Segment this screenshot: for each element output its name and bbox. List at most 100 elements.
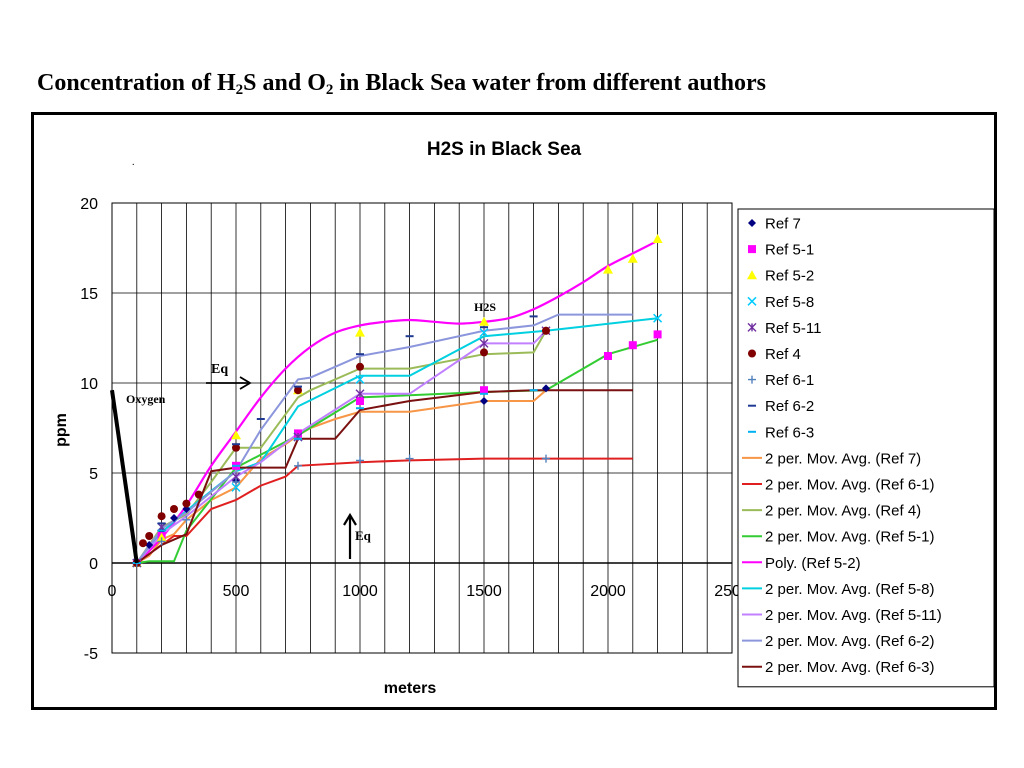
legend-label: 2 per. Mov. Avg. (Ref 5-1) [765, 529, 935, 546]
legend-label: Poly. (Ref 5-2) [765, 555, 861, 572]
data-point [355, 327, 365, 337]
legend-symbol [748, 349, 756, 358]
data-point [479, 316, 489, 326]
legend-item-2-per-mov-avg-ref-5-11: 2 per. Mov. Avg. (Ref 5-11) [742, 607, 942, 624]
legend-item-ref-6-3: Ref 6-3 [748, 424, 814, 441]
legend-item-ref-6-2: Ref 6-2 [748, 398, 814, 415]
legend-item-2-per-mov-avg-ref-7: 2 per. Mov. Avg. (Ref 7) [742, 450, 921, 467]
data-point [355, 374, 365, 384]
legend-label: 2 per. Mov. Avg. (Ref 5-11) [765, 607, 942, 624]
legend-item-ref-4: Ref 4 [748, 346, 801, 363]
data-point [156, 532, 167, 542]
legend-item-2-per-mov-avg-ref-6-2: 2 per. Mov. Avg. (Ref 6-2) [742, 633, 935, 650]
data-point [231, 430, 241, 440]
x-tick-label: 1000 [342, 583, 378, 600]
legend-label: Ref 5-1 [765, 242, 814, 259]
legend-symbol [747, 270, 757, 280]
data-point [145, 532, 154, 540]
title-subscript-o2: 2 [325, 82, 334, 98]
series-2-per-mov-avg-ref-5-11 [136, 330, 547, 564]
slide-title: Concentration of H2S and O2 in Black Sea… [37, 70, 997, 99]
chart-title: H2S in Black Sea [427, 139, 582, 160]
legend-item-ref-5-2: Ref 5-2 [747, 268, 814, 285]
grid [111, 202, 733, 654]
data-point [480, 397, 488, 405]
eq-arrowhead-top [239, 376, 252, 390]
series-poly-ref-5-2 [136, 239, 659, 564]
x-tick-label: 0 [108, 583, 117, 600]
data-point [231, 482, 241, 492]
data-point [628, 341, 637, 350]
legend-label: 2 per. Mov. Avg. (Ref 5-8) [765, 581, 935, 598]
legend-item-ref-5-1: Ref 5-1 [748, 242, 814, 259]
series-ref-5-8 [132, 313, 663, 568]
y-tick-label: 20 [80, 196, 98, 213]
legend-item-poly-ref-5-2: Poly. (Ref 5-2) [742, 555, 861, 572]
data-point [479, 328, 489, 338]
annotation-layer: Oxygen Eq Eq H2S. [110, 157, 496, 564]
legend-label: Ref 7 [765, 216, 801, 233]
data-point [356, 362, 364, 371]
legend-symbol [748, 219, 756, 227]
chart-frame: H2S in Black Sea -5 0 5 10 15 20 0 500 1000 1500 20… [31, 112, 997, 710]
chart-svg: H2S in Black Sea -5 0 5 10 15 20 0 500 1000 1500 20… [53, 139, 994, 697]
legend-item-ref-5-8: Ref 5-8 [747, 294, 814, 311]
title-part-prefix: Concentration of H [37, 70, 236, 96]
y-tick-label: 15 [80, 286, 98, 303]
y-tick-label: -5 [84, 646, 98, 663]
data-point [480, 348, 488, 357]
tiny-mark: . [132, 157, 135, 168]
legend: Ref 7 Ref 5-1 Ref 5-2 Ref 5-8 Ref 5-11 Ref 4 R… [737, 208, 994, 688]
legend-item-2-per-mov-avg-ref-5-8: 2 per. Mov. Avg. (Ref 5-8) [742, 581, 935, 598]
legend-label: 2 per. Mov. Avg. (Ref 4) [765, 503, 921, 520]
data-point [157, 512, 166, 521]
data-point [356, 397, 364, 405]
legend-label: Ref 4 [765, 346, 801, 363]
series-line [136, 330, 547, 564]
y-tick-label: 0 [89, 556, 98, 573]
legend-label: Ref 6-3 [765, 424, 814, 441]
title-subscript-h2s: 2 [235, 82, 244, 98]
data-point [653, 313, 663, 323]
data-point [542, 326, 550, 335]
legend-label: Ref 5-8 [765, 294, 814, 311]
legend-item-ref-6-1: Ref 6-1 [748, 372, 814, 389]
x-tick-label: 1500 [466, 583, 502, 600]
legend-item-2-per-mov-avg-ref-5-1: 2 per. Mov. Avg. (Ref 5-1) [742, 529, 935, 546]
series-ref-5-11 [132, 326, 551, 568]
series-2-per-mov-avg-ref-5-8 [136, 317, 658, 564]
x-tick-label: 2000 [590, 583, 626, 600]
data-point [232, 478, 240, 486]
series-line [135, 330, 547, 564]
legend-symbol [747, 296, 757, 306]
data-point [232, 443, 240, 452]
legend-symbol [747, 322, 757, 332]
data-point [294, 461, 302, 470]
series-2-per-mov-avg-ref-7 [136, 389, 547, 564]
eq-label-bottom: Eq [355, 528, 372, 543]
legend-item-2-per-mov-avg-ref-4: 2 per. Mov. Avg. (Ref 4) [742, 503, 921, 520]
axes: H2S in Black Sea -5 0 5 10 15 20 0 500 1000 1500 20… [53, 139, 750, 697]
data-point [479, 338, 489, 348]
legend-symbol [748, 245, 756, 254]
legend-symbol [748, 375, 756, 384]
legend-item-ref-5-11: Ref 5-11 [747, 320, 821, 337]
data-point [653, 330, 662, 339]
y-axis-label: ppm [53, 413, 70, 447]
title-part-mid: S and O [243, 70, 326, 96]
data-point [542, 384, 550, 393]
series-layer [131, 234, 663, 568]
data-point [604, 352, 612, 360]
eq-label-top: Eq [211, 362, 228, 377]
data-point [170, 505, 178, 513]
data-point [603, 264, 613, 274]
data-point [405, 454, 414, 463]
legend-item-2-per-mov-avg-ref-6-3: 2 per. Mov. Avg. (Ref 6-3) [742, 659, 935, 676]
x-tick-label: 500 [223, 583, 250, 600]
series-line [136, 317, 658, 564]
y-tick-label: 10 [80, 376, 98, 393]
data-point [356, 456, 364, 465]
oxygen-line [110, 389, 139, 564]
legend-label: 2 per. Mov. Avg. (Ref 6-2) [765, 633, 935, 650]
data-point [294, 386, 302, 395]
